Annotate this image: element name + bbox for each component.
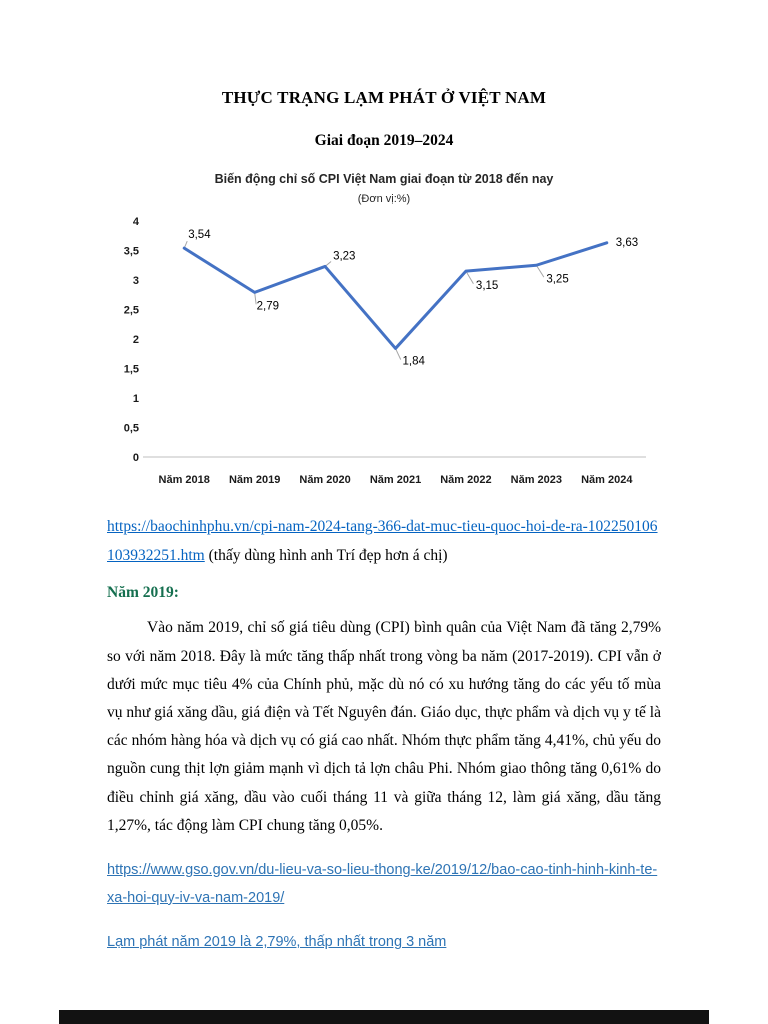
svg-text:Năm 2024: Năm 2024 <box>581 474 633 486</box>
svg-text:Năm 2021: Năm 2021 <box>370 474 421 486</box>
svg-text:3,15: 3,15 <box>476 280 498 292</box>
section-2019-paragraph: Vào năm 2019, chỉ số giá tiêu dùng (CPI)… <box>107 619 661 834</box>
svg-text:4: 4 <box>133 216 140 228</box>
baochinhphu-link[interactable]: https://baochinhphu.vn/cpi-nam-2024-tang… <box>107 518 658 564</box>
document-title: THỰC TRẠNG LẠM PHÁT Ở VIỆT NAM <box>221 88 547 107</box>
svg-text:3,25: 3,25 <box>546 273 568 285</box>
source-link-paragraph: https://baochinhphu.vn/cpi-nam-2024-tang… <box>107 513 661 570</box>
chart-unit-note: (Đơn vị:%) <box>357 193 411 205</box>
svg-text:0: 0 <box>133 452 139 464</box>
svg-text:2,5: 2,5 <box>124 305 139 317</box>
svg-text:3,5: 3,5 <box>124 246 139 258</box>
next-page-edge <box>59 1010 709 1024</box>
svg-text:0,5: 0,5 <box>124 423 139 435</box>
svg-text:3,23: 3,23 <box>333 250 355 262</box>
svg-text:3: 3 <box>133 275 139 287</box>
svg-text:Năm 2023: Năm 2023 <box>511 474 562 486</box>
source-link-note: (thấy dùng hình anh Trí đẹp hơn á chị) <box>204 546 448 564</box>
svg-text:Năm 2018: Năm 2018 <box>159 474 210 486</box>
cpi-chart: Biến động chỉ số CPI Việt Nam giai đoạn … <box>107 172 661 497</box>
svg-text:Năm 2022: Năm 2022 <box>440 474 491 486</box>
svg-text:Năm 2019: Năm 2019 <box>229 474 280 486</box>
svg-text:2: 2 <box>133 334 139 346</box>
section-heading-2019: Năm 2019: <box>107 584 179 602</box>
svg-text:3,54: 3,54 <box>188 229 211 241</box>
document-subtitle: Giai đoạn 2019–2024 <box>314 132 454 149</box>
svg-text:3,63: 3,63 <box>616 237 638 249</box>
inflation-article-link[interactable]: Lạm phát năm 2019 là 2,79%, thấp nhất tr… <box>107 934 447 951</box>
svg-text:2,79: 2,79 <box>257 300 279 312</box>
svg-text:1,5: 1,5 <box>124 364 139 376</box>
gso-link[interactable]: https://www.gso.gov.vn/du-lieu-va-so-lie… <box>107 861 658 906</box>
svg-text:1,84: 1,84 <box>403 355 426 367</box>
svg-text:Năm 2020: Năm 2020 <box>299 474 350 486</box>
chart-title: Biến động chỉ số CPI Việt Nam giai đoạn … <box>214 172 554 186</box>
svg-text:1: 1 <box>133 393 139 405</box>
